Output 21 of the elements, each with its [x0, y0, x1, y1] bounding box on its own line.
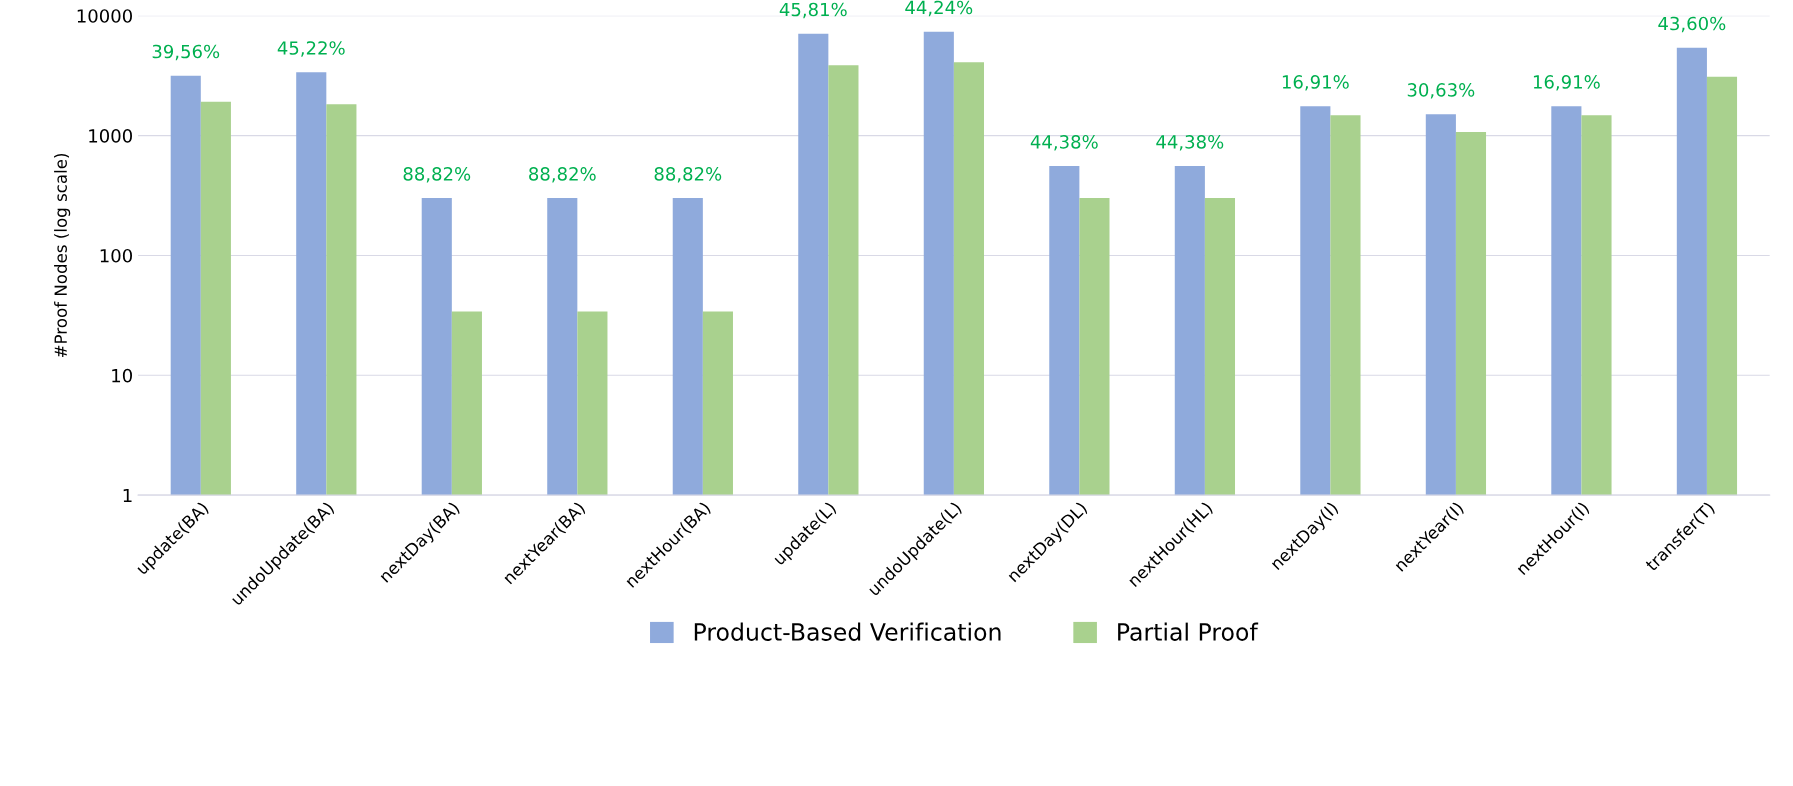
y-tick-label: 1 — [123, 488, 132, 503]
y-tick-label: 1000 — [89, 129, 132, 143]
annotation: 44,38% — [1030, 135, 1098, 151]
annotation: 39,56% — [152, 44, 220, 61]
annotation: 16,91% — [1282, 75, 1349, 91]
annotation: 43,60% — [1658, 16, 1726, 33]
annotation: 45,81% — [779, 2, 847, 19]
annotation: 88,82% — [403, 167, 471, 183]
annotation: 88,82% — [529, 167, 596, 183]
annotation: 30,63% — [1407, 83, 1475, 99]
y-tick-label: 10000 — [77, 9, 132, 23]
legend-label: Partial Proof — [1118, 622, 1259, 641]
y-axis-title: #Proof Nodes (log scale) — [54, 153, 71, 358]
annotation: 45,22% — [277, 41, 345, 57]
y-tick-label: 100 — [100, 248, 132, 263]
y-tick-label: 10 — [112, 368, 132, 383]
annotation: 44,38% — [1156, 135, 1224, 151]
annotation: 16,91% — [1533, 75, 1600, 91]
legend-label: Product-Based Verification — [694, 622, 1001, 641]
annotation: 88,82% — [654, 167, 722, 183]
annotation: 44,24% — [905, 0, 973, 17]
